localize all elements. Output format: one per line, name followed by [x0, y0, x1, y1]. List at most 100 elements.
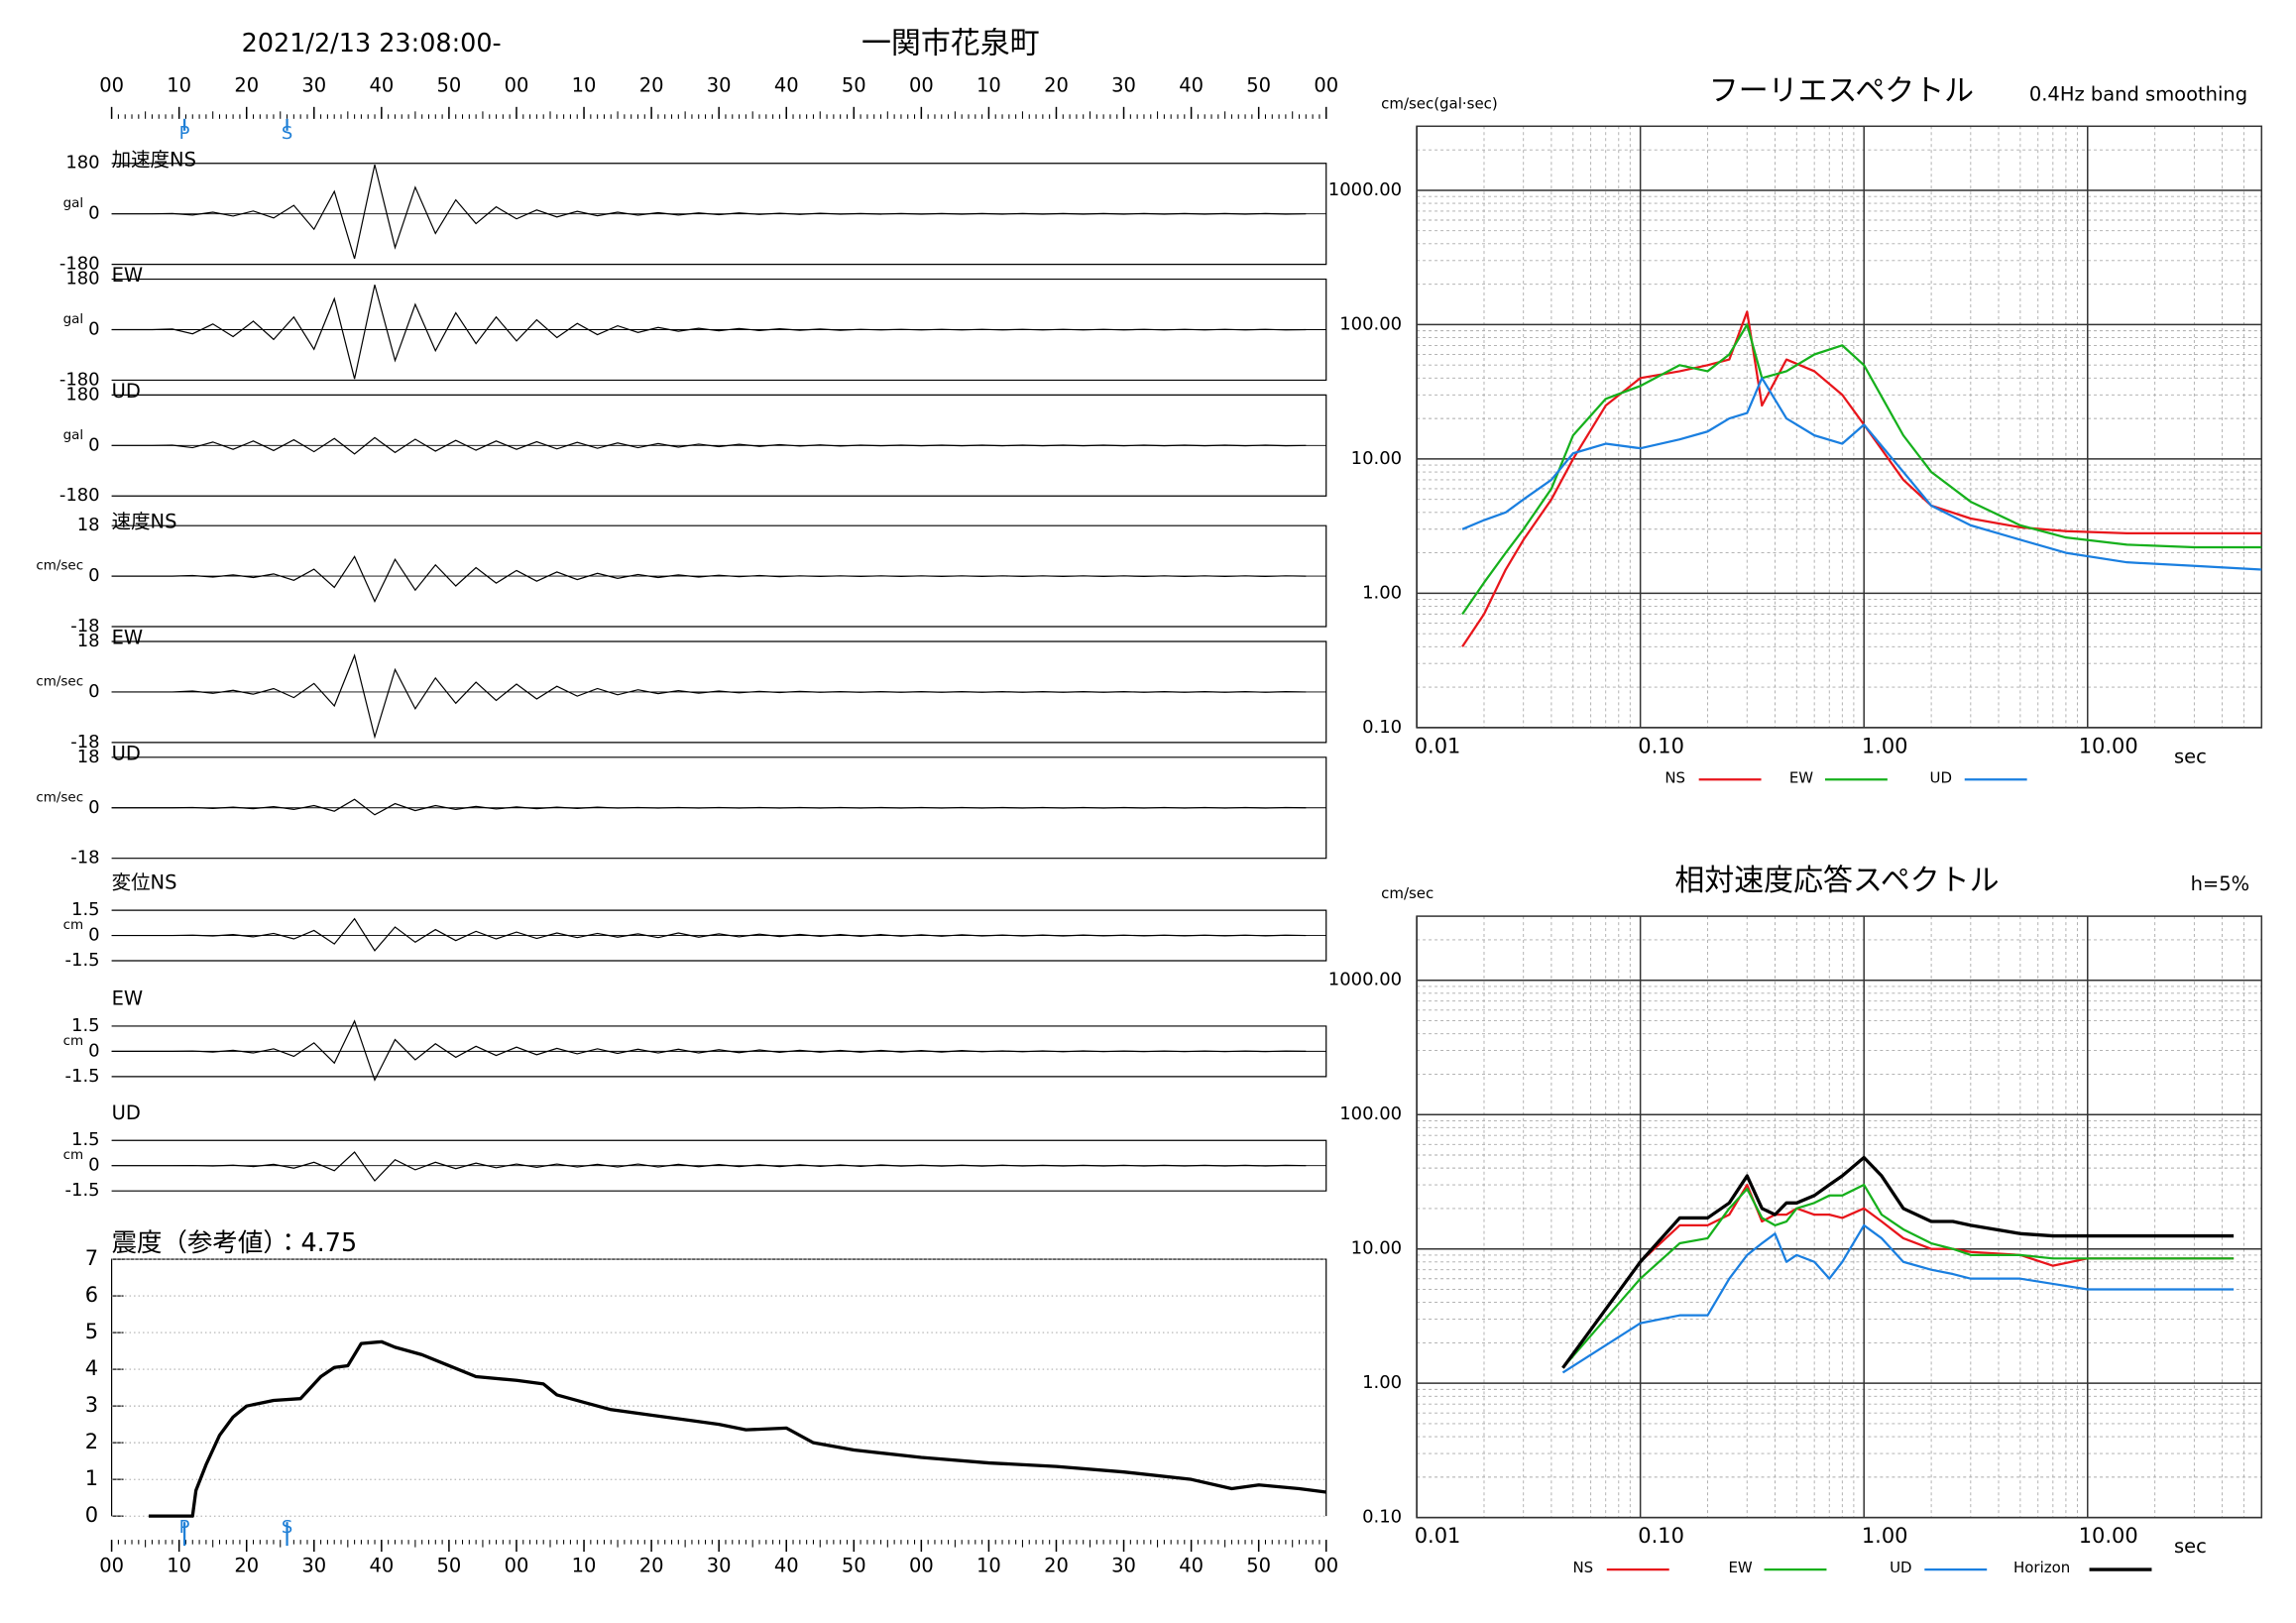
y-tick-label: 0	[88, 1155, 99, 1176]
plot-frame	[1416, 125, 2263, 729]
y-tick-label: 1.00	[1362, 1372, 1402, 1393]
x-tick-label: 10	[976, 1555, 1001, 1577]
x-tick-label: 00	[1314, 1555, 1338, 1577]
panel-frame	[111, 1025, 1327, 1078]
y-tick-label: 0	[88, 681, 99, 702]
waveform-line	[111, 1151, 1307, 1182]
panel-frame	[111, 394, 1327, 497]
y-tick-label: 0.10	[1362, 1507, 1402, 1528]
unit-label: cm	[63, 1147, 84, 1163]
x-tick-label: 1.00	[1862, 734, 1908, 757]
x-tick-label: 00	[909, 1555, 934, 1577]
y-tick-label: -1.5	[65, 1066, 100, 1087]
fourier-x-label: sec	[2174, 745, 2207, 767]
y-tick-label: 18	[77, 515, 100, 535]
waveform-line	[111, 164, 1307, 260]
x-tick-label: 40	[369, 1555, 394, 1577]
x-tick-label: 00	[505, 73, 529, 96]
x-tick-label: 30	[301, 73, 326, 96]
x-tick-label: 50	[1246, 1555, 1271, 1577]
y-tick-label: -1.5	[65, 1180, 100, 1201]
panel-name: UD	[112, 1101, 141, 1124]
y-tick-label: -18	[70, 732, 99, 753]
y-tick-label: 2	[85, 1430, 98, 1453]
x-tick-label: 00	[1314, 73, 1338, 96]
y-tick-label: 1.00	[1362, 582, 1402, 603]
x-tick-label: 0.01	[1415, 734, 1461, 757]
legend-label: UD	[1890, 1559, 1911, 1576]
x-tick-label: 10	[572, 73, 597, 96]
record-time: 2021/2/13 23:08:00-	[242, 29, 502, 58]
y-tick-label: 10.00	[1351, 448, 1402, 469]
plot-frame	[1416, 915, 2263, 1519]
x-tick-label: 1.00	[1862, 1524, 1908, 1548]
x-tick-label: 20	[234, 73, 259, 96]
panel-name: EW	[112, 986, 144, 1009]
y-tick-label: 0	[88, 797, 99, 818]
y-tick-label: -1.5	[65, 950, 100, 971]
x-tick-label: 50	[1246, 73, 1271, 96]
waveform-line	[111, 917, 1307, 952]
unit-label: cm/sec	[36, 558, 83, 574]
y-tick-label: -180	[59, 369, 100, 390]
y-tick-label: 0	[88, 925, 99, 946]
panel-name: 速度NS	[112, 511, 177, 533]
y-tick-label: 100.00	[1339, 1103, 1402, 1124]
y-tick-label: 7	[85, 1246, 98, 1270]
x-tick-label: 30	[1111, 1555, 1136, 1577]
waveform-line	[111, 436, 1307, 455]
y-tick-label: 5	[85, 1320, 98, 1343]
x-tick-label: 50	[842, 73, 866, 96]
x-tick-label: 30	[301, 1555, 326, 1577]
x-tick-label: 30	[707, 73, 732, 96]
x-tick-label: 0.01	[1415, 1524, 1461, 1548]
x-tick-label: 00	[99, 1555, 124, 1577]
x-tick-label: 10	[167, 73, 191, 96]
x-tick-label: 0.10	[1638, 734, 1684, 757]
panel-name: 加速度NS	[112, 148, 196, 171]
response-x-label: sec	[2174, 1535, 2207, 1558]
y-tick-label: 0	[88, 1040, 99, 1061]
intensity-title: 震度（参考値）：4.75	[112, 1228, 358, 1258]
legend-label: EW	[1728, 1559, 1752, 1576]
waveform-line	[111, 555, 1307, 603]
y-tick-label: -180	[59, 485, 100, 506]
panel-frame	[111, 640, 1327, 744]
y-tick-label: 10.00	[1351, 1238, 1402, 1259]
x-tick-label: 20	[639, 1555, 664, 1577]
y-tick-label: 1.5	[71, 1129, 100, 1150]
phase-label: P	[179, 123, 190, 144]
waveform-line	[111, 798, 1307, 816]
panel-frame	[111, 524, 1327, 628]
x-tick-label: 30	[707, 1555, 732, 1577]
y-tick-label: 0	[88, 565, 99, 586]
x-tick-label: 40	[1179, 1555, 1204, 1577]
legend-label: NS	[1572, 1559, 1593, 1576]
response-subtitle: h=5%	[2191, 872, 2250, 895]
x-tick-label: 20	[1044, 1555, 1069, 1577]
y-tick-label: 1000.00	[1328, 970, 1402, 990]
x-tick-label: 30	[1111, 73, 1136, 96]
legend-label: UD	[1930, 768, 1952, 786]
fourier-subtitle: 0.4Hz band smoothing	[2029, 82, 2247, 105]
x-tick-label: 10	[976, 73, 1001, 96]
y-tick-label: 0.10	[1362, 717, 1402, 738]
x-tick-label: 00	[909, 73, 934, 96]
spectrum-line	[1461, 310, 2262, 647]
response-title: 相対速度応答スペクトル	[1674, 864, 1999, 898]
panel-frame	[111, 278, 1327, 382]
x-tick-label: 50	[437, 73, 462, 96]
x-tick-label: 20	[234, 1555, 259, 1577]
y-tick-label: 0	[88, 318, 99, 339]
unit-label: cm/sec	[36, 673, 83, 689]
panel-name: 変位NS	[112, 871, 177, 894]
legend-label: NS	[1665, 768, 1685, 786]
x-tick-label: 10	[572, 1555, 597, 1577]
unit-label: cm	[63, 917, 84, 933]
legend-label: EW	[1789, 768, 1813, 786]
x-tick-label: 50	[437, 1555, 462, 1577]
y-tick-label: 1.5	[71, 899, 100, 920]
panel-name: EW	[112, 627, 144, 649]
